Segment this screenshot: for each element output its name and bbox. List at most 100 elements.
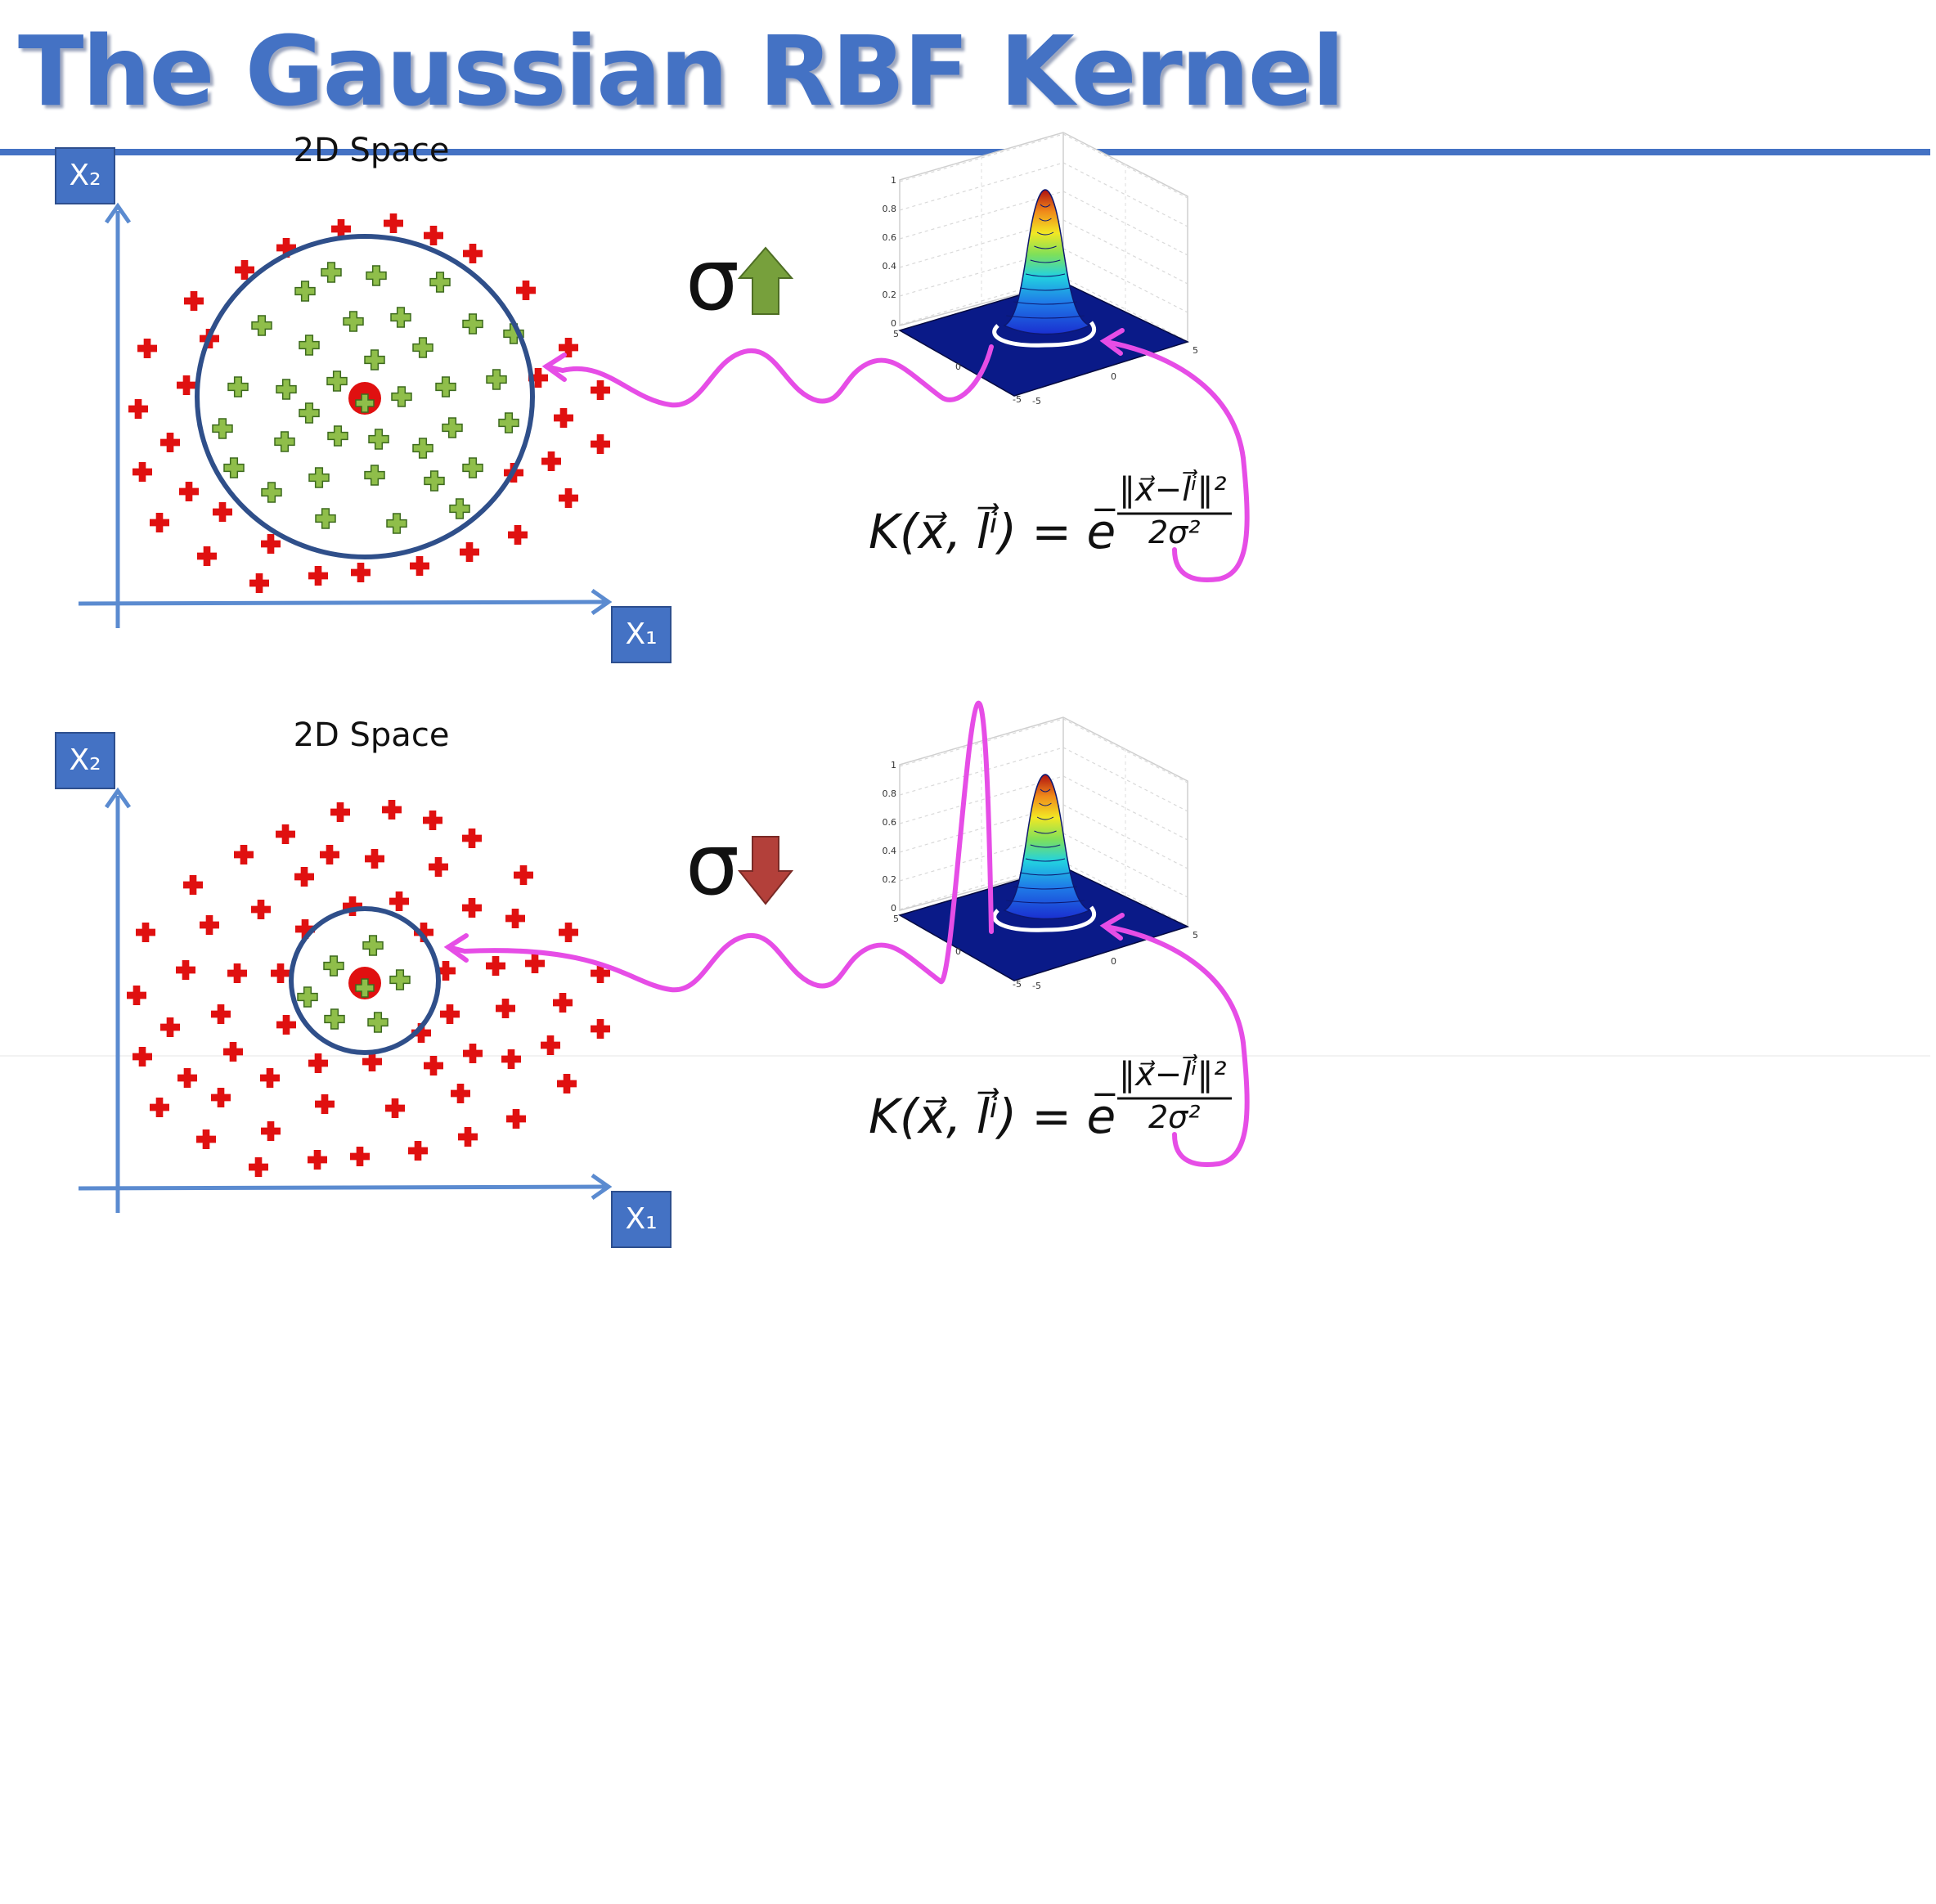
sigma-curve-arrowhead bbox=[1099, 913, 1125, 941]
inside-point bbox=[429, 272, 451, 293]
outside-point bbox=[330, 802, 350, 822]
x2-axis-arrowhead bbox=[104, 787, 132, 809]
peak-mesh-line bbox=[1034, 830, 1057, 834]
inside-point bbox=[368, 429, 389, 450]
outside-point bbox=[315, 1094, 335, 1115]
outside-point bbox=[436, 961, 456, 981]
outside-point bbox=[410, 556, 429, 576]
outside-point bbox=[183, 875, 203, 896]
outside-point bbox=[458, 1127, 478, 1147]
z-tick-label: 0.2 bbox=[883, 874, 897, 885]
outside-point bbox=[211, 1004, 231, 1025]
inside-point bbox=[462, 313, 483, 335]
outside-point bbox=[343, 896, 362, 917]
outside-point bbox=[462, 898, 482, 918]
outside-point bbox=[179, 482, 199, 501]
formula-denominator: 2σ² bbox=[1148, 514, 1201, 550]
inside-point bbox=[412, 438, 433, 459]
outside-point bbox=[408, 1141, 428, 1161]
outside-point bbox=[424, 1056, 443, 1076]
sigma-curve-arrow bbox=[1103, 339, 1250, 582]
outside-point bbox=[501, 1049, 521, 1070]
outside-point bbox=[223, 1042, 243, 1062]
outside-point bbox=[541, 451, 561, 471]
inside-point bbox=[364, 349, 385, 370]
z-tick-label: 1 bbox=[891, 175, 896, 186]
y-tick-label: -5 bbox=[1032, 396, 1041, 406]
outside-point bbox=[177, 375, 196, 395]
inside-point bbox=[486, 369, 507, 390]
peak-mesh-line bbox=[1020, 872, 1071, 876]
formula-lhs: K(x⃗, l⃗ⁱ) = e bbox=[869, 1087, 1116, 1144]
inside-point bbox=[367, 1012, 389, 1033]
outside-point bbox=[350, 1147, 370, 1167]
formula-lhs: K(x⃗, l⃗ⁱ) = e bbox=[869, 502, 1116, 559]
inside-point bbox=[212, 418, 233, 439]
inside-point bbox=[389, 969, 411, 990]
outside-point bbox=[295, 919, 315, 940]
space-label: 2D Space bbox=[294, 132, 450, 169]
z-tick-label: 0.4 bbox=[883, 846, 897, 856]
outside-point bbox=[160, 1017, 180, 1038]
outside-point bbox=[505, 909, 525, 929]
inside-point bbox=[323, 955, 344, 977]
peak-mesh-line bbox=[1036, 816, 1054, 820]
inside-point bbox=[251, 315, 272, 336]
outside-point bbox=[320, 845, 339, 865]
outside-point bbox=[136, 923, 155, 943]
peak-mesh-line bbox=[1013, 301, 1077, 305]
formula-exponent-minus: − bbox=[1091, 1075, 1119, 1113]
outside-point bbox=[389, 891, 409, 912]
outside-point bbox=[133, 462, 152, 482]
outside-point bbox=[506, 1109, 526, 1129]
x1-label-box bbox=[611, 606, 672, 663]
outside-point bbox=[462, 829, 482, 848]
outside-point bbox=[260, 1068, 280, 1089]
inside-point bbox=[308, 467, 330, 488]
outside-point bbox=[160, 433, 180, 452]
outside-point bbox=[249, 573, 269, 593]
x1-axis-arrowhead bbox=[591, 1173, 613, 1201]
inside-point bbox=[274, 431, 295, 452]
outside-point bbox=[525, 954, 545, 974]
outside-point bbox=[424, 226, 443, 245]
squiggly-arrow bbox=[544, 344, 994, 408]
squiggly-arrowhead bbox=[443, 933, 469, 963]
peak-mesh-line bbox=[1034, 245, 1057, 249]
outside-point bbox=[197, 546, 217, 566]
outside-point bbox=[276, 238, 296, 258]
peak-mesh-line bbox=[1013, 886, 1077, 890]
outside-point bbox=[559, 488, 578, 508]
sigma-curve-arrowhead bbox=[1099, 328, 1125, 356]
gaussian-peak bbox=[1003, 189, 1091, 335]
inside-point bbox=[364, 465, 385, 486]
z-tick-label: 1 bbox=[891, 760, 896, 770]
outside-point bbox=[508, 525, 528, 545]
outside-point bbox=[451, 1084, 470, 1104]
outside-point bbox=[308, 1053, 328, 1074]
inside-point bbox=[424, 470, 445, 492]
outside-point bbox=[331, 219, 351, 239]
inside-point bbox=[362, 935, 384, 956]
inside-point bbox=[294, 281, 316, 302]
outside-point bbox=[294, 867, 314, 887]
inside-point bbox=[390, 307, 411, 328]
outside-point bbox=[423, 811, 442, 830]
outside-point bbox=[308, 1150, 327, 1170]
outside-point bbox=[150, 1098, 169, 1118]
outside-point bbox=[196, 1129, 216, 1150]
inside-point bbox=[435, 376, 456, 397]
sigma-up-arrow bbox=[737, 246, 794, 315]
inside-point bbox=[386, 513, 407, 534]
y-tick-label: 0 bbox=[1111, 371, 1116, 382]
outside-point bbox=[496, 999, 515, 1019]
outside-point bbox=[411, 1023, 431, 1044]
x2-label: X₂ bbox=[69, 159, 101, 192]
z-tick-label: 0.6 bbox=[883, 232, 897, 243]
similarity-circle bbox=[195, 234, 535, 559]
peak-mesh-line bbox=[1040, 788, 1051, 793]
peak-mesh-line bbox=[1006, 900, 1085, 904]
